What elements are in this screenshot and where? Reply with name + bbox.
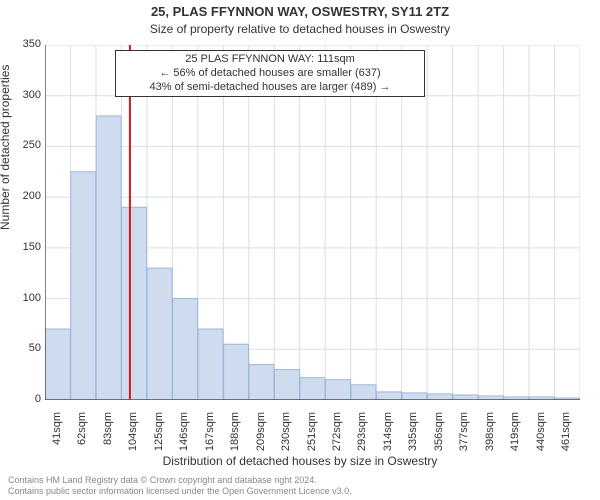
y-tick-label: 50 [11, 342, 41, 354]
y-tick-label: 200 [11, 190, 41, 202]
page-subtitle: Size of property relative to detached ho… [0, 22, 600, 36]
y-tick-label: 100 [11, 292, 41, 304]
x-axis-title: Distribution of detached houses by size … [0, 454, 600, 468]
y-tick-label: 150 [11, 241, 41, 253]
footer-line1: Contains HM Land Registry data © Crown c… [8, 475, 592, 485]
y-tick-label: 250 [11, 139, 41, 151]
footer-attribution: Contains HM Land Registry data © Crown c… [8, 475, 592, 496]
histogram-svg [45, 45, 580, 400]
annotation-line3: 43% of semi-detached houses are larger (… [122, 81, 418, 95]
y-tick-label: 350 [11, 38, 41, 50]
page-title: 25, PLAS FFYNNON WAY, OSWESTRY, SY11 2TZ [0, 4, 600, 19]
annotation-line2: ← 56% of detached houses are smaller (63… [122, 67, 418, 81]
annotation-box: 25 PLAS FFYNNON WAY: 111sqm ← 56% of det… [115, 50, 425, 97]
annotation-line1: 25 PLAS FFYNNON WAY: 111sqm [122, 53, 418, 67]
y-tick-label: 0 [11, 393, 41, 405]
y-tick-label: 300 [11, 89, 41, 101]
chart-plot-area [45, 45, 580, 400]
footer-line2: Contains public sector information licen… [8, 486, 592, 496]
